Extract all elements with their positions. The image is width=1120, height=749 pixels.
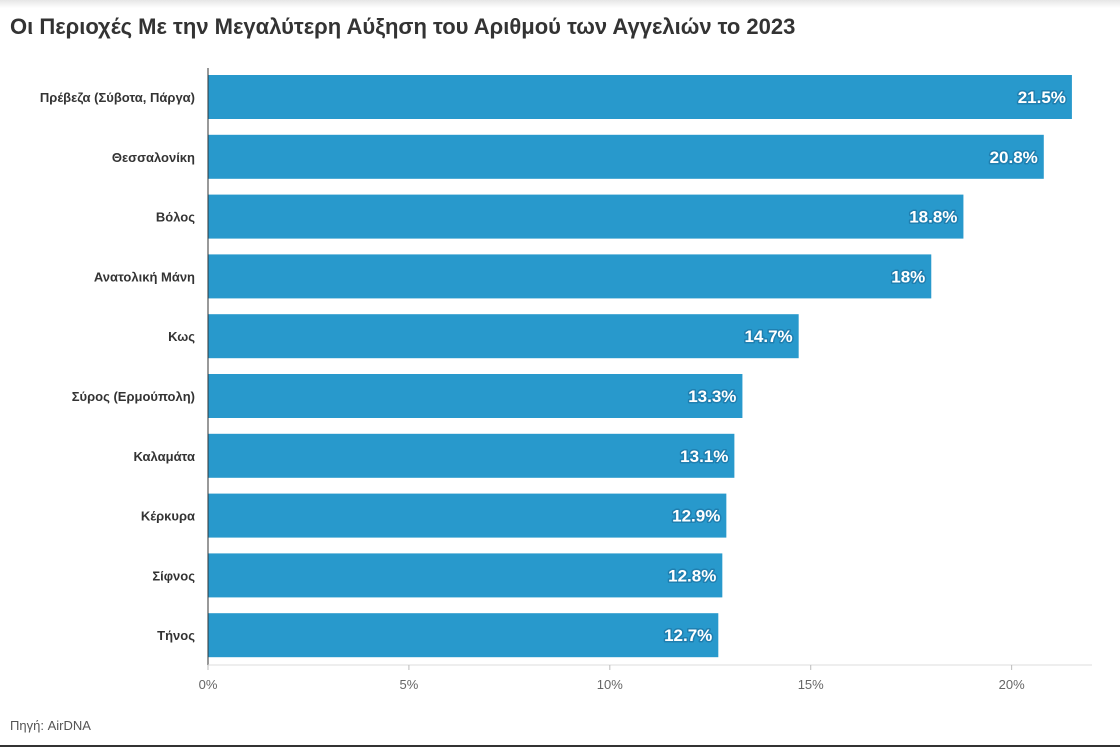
bar-9 (208, 613, 719, 658)
x-tick-label-4: 20% (999, 677, 1025, 692)
category-label-4: Κως (168, 329, 195, 344)
value-label-7: 12.9% (672, 507, 720, 526)
category-label-9: Τήνος (157, 628, 195, 643)
value-label-6: 13.1% (680, 447, 728, 466)
bar-7 (208, 493, 727, 538)
value-label-1: 20.8% (990, 148, 1038, 167)
top-shade (0, 0, 1120, 8)
bar-5 (208, 374, 743, 418)
bottom-rule (0, 745, 1120, 747)
category-label-1: Θεσσαλονίκη (112, 150, 195, 165)
bar-4 (208, 314, 799, 359)
bars-group (208, 75, 1072, 658)
category-label-5: Σύρος (Ερμούπολη) (72, 389, 195, 404)
category-label-8: Σίφνος (152, 568, 195, 583)
x-tick-label-0: 0% (199, 677, 218, 692)
value-labels-group: 21.5% 20.8% 18.8% 18% 14.7% 13.3% 13.1% 12.9% 12… (663, 87, 1068, 647)
value-label-5: 13.3% (688, 387, 736, 406)
category-label-2: Βόλος (156, 210, 195, 225)
bar-1 (208, 134, 1044, 179)
category-label-6: Καλαμάτα (133, 449, 195, 464)
x-axis-ticks-group: 0% 5% 10% 15% 20% (199, 665, 1025, 692)
category-label-3: Ανατολική Μάνη (94, 269, 195, 284)
source-note: Πηγή: AirDNA (10, 718, 91, 733)
x-tick-label-1: 5% (400, 677, 419, 692)
value-label-2: 18.8% (909, 208, 957, 227)
x-tick-label-2: 10% (597, 677, 623, 692)
chart-title: Οι Περιοχές Με την Μεγαλύτερη Αύξηση του… (10, 14, 796, 39)
category-label-0: Πρέβεζα (Σύβοτα, Πάργα) (40, 90, 195, 105)
bar-0 (208, 75, 1072, 119)
bar-8 (208, 553, 723, 598)
bar-3 (208, 254, 932, 299)
x-tick-label-3: 15% (798, 677, 824, 692)
category-labels-group: Πρέβεζα (Σύβοτα, Πάργα) Θεσσαλονίκη Βόλος Α… (40, 90, 195, 643)
bar-6 (208, 433, 735, 478)
bar-2 (208, 194, 964, 239)
value-label-9: 12.7% (664, 626, 712, 645)
value-label-3: 18% (891, 267, 925, 286)
category-label-7: Κέρκυρα (141, 509, 195, 524)
value-label-4: 14.7% (744, 327, 792, 346)
value-label-8: 12.8% (668, 566, 716, 585)
value-label-0: 21.5% (1018, 88, 1066, 107)
